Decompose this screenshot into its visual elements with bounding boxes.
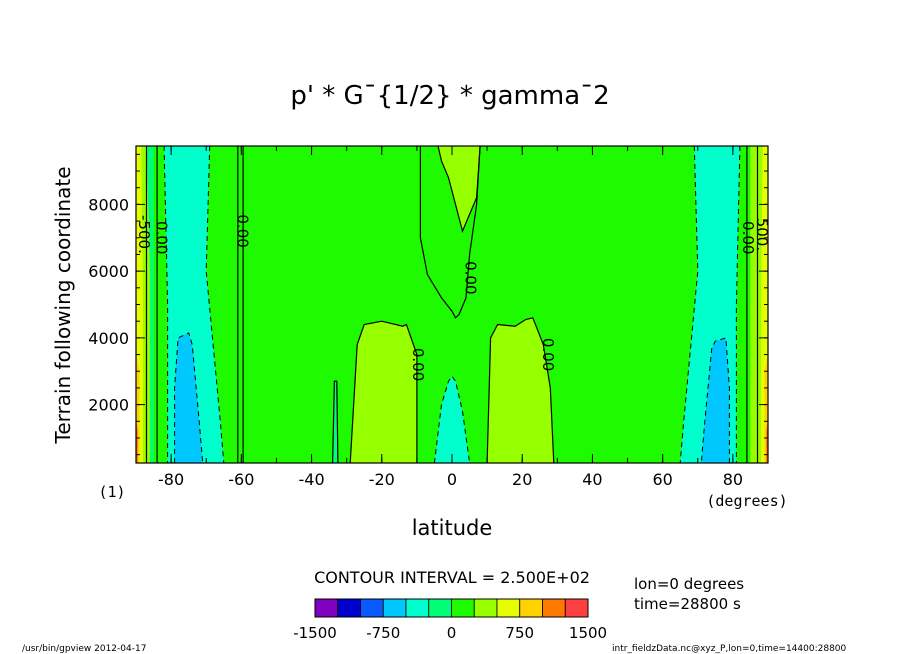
contour-line-dashed	[163, 145, 169, 463]
colorbar-cell	[519, 598, 543, 618]
contour-label: -500.	[135, 215, 153, 254]
x-tick-label: 80	[723, 470, 743, 489]
colorbar-tick-label: 1500	[569, 624, 607, 642]
contour-label: 0.00	[462, 261, 480, 294]
colorbar-cell	[314, 598, 339, 618]
svg-text:0.00: 0.00	[739, 221, 757, 254]
colorbar-cell	[382, 598, 407, 618]
colorbar-tick-label: -1500	[293, 624, 337, 642]
y-tick-label: 8000	[88, 195, 129, 214]
colorbar-cell	[451, 598, 475, 618]
x-tick-label: 0	[447, 470, 457, 489]
x-tick-label: -80	[158, 470, 184, 489]
colorbar-tick-label: 0	[447, 624, 457, 642]
x-tick-label: -60	[228, 470, 254, 489]
contour-line	[486, 317, 555, 464]
y-tick-label: 4000	[88, 329, 129, 348]
contour-line-dashed	[433, 375, 471, 464]
x-tick-label: 60	[652, 470, 672, 489]
field-region	[434, 376, 470, 463]
contour-line	[332, 380, 339, 464]
contour-line-dashed	[679, 145, 699, 464]
y-tick-label: 2000	[88, 396, 129, 415]
y-tick-label: 6000	[88, 262, 129, 281]
contour-label: 0.00	[153, 221, 171, 254]
footer-right: intr_fieldzData.nc@xyz_P,lon=0,time=1440…	[612, 644, 847, 654]
colorbar-frame	[314, 598, 589, 618]
colorbar-cell	[360, 598, 384, 618]
frame-label: (1)	[98, 483, 125, 501]
contour-interval-text: CONTOUR INTERVAL = 2.500E+02	[314, 568, 590, 587]
svg-text:0.00: 0.00	[462, 261, 480, 294]
svg-text:500.: 500.	[753, 218, 771, 251]
field-region	[438, 146, 481, 232]
contour-label: 0.00	[739, 221, 757, 254]
colorbar-cell	[473, 598, 498, 618]
axes: -80 -60 -40 -20 0 20 40 60 80 2000 4000 6000 8000	[88, 145, 769, 489]
svg-text:0.00: 0.00	[409, 348, 427, 381]
contour-label: 0.00	[409, 348, 427, 381]
x-tick-label: 40	[582, 470, 602, 489]
colorbar-cell	[405, 598, 430, 618]
field-region	[350, 321, 417, 463]
footer-left: /usr/bin/gpview 2012-04-17	[22, 644, 146, 654]
field-region	[701, 337, 730, 463]
x-axis-label: latitude	[412, 516, 493, 540]
field-region	[487, 317, 554, 463]
svg-text:0.00: 0.00	[153, 221, 171, 254]
x-tick-label: -20	[369, 470, 395, 489]
colorbar-tick-label: -750	[366, 624, 400, 642]
time-info: time=28800 s	[634, 595, 741, 613]
contour-line-dashed	[205, 145, 225, 464]
lon-info: lon=0 degrees	[634, 575, 744, 593]
colorbar-cell	[428, 598, 452, 618]
svg-text:0.00: 0.00	[233, 214, 251, 247]
contour-label: 0.00	[233, 214, 251, 247]
x-unit-label: (degrees)	[706, 492, 787, 510]
colorbar: -1500 -750 0 750 1500	[293, 598, 607, 642]
contour-line-dashed	[700, 337, 730, 464]
colorbar-cell	[337, 598, 361, 618]
svg-text:0.00: 0.00	[539, 338, 557, 371]
contour-line	[437, 145, 481, 233]
contour-line	[349, 320, 418, 464]
contour-line-dashed	[174, 332, 204, 464]
y-axis-label: Terrain following coordinate	[51, 166, 75, 444]
colorbar-tick-label: 750	[505, 624, 534, 642]
colorbar-cell	[496, 598, 521, 618]
contour-label: 500.	[753, 218, 771, 251]
contour-line	[419, 145, 481, 319]
chart-title: p' * G¯{1/2} * gamma¯2	[290, 81, 609, 111]
contour-line-dashed	[735, 145, 741, 463]
x-tick-label: -40	[298, 470, 324, 489]
field-region	[174, 332, 203, 463]
contour-label: 0.00	[539, 338, 557, 371]
colorbar-cell	[564, 598, 589, 618]
svg-text:-500.: -500.	[135, 215, 153, 254]
x-tick-label: 20	[512, 470, 532, 489]
colorbar-cell	[542, 598, 566, 618]
